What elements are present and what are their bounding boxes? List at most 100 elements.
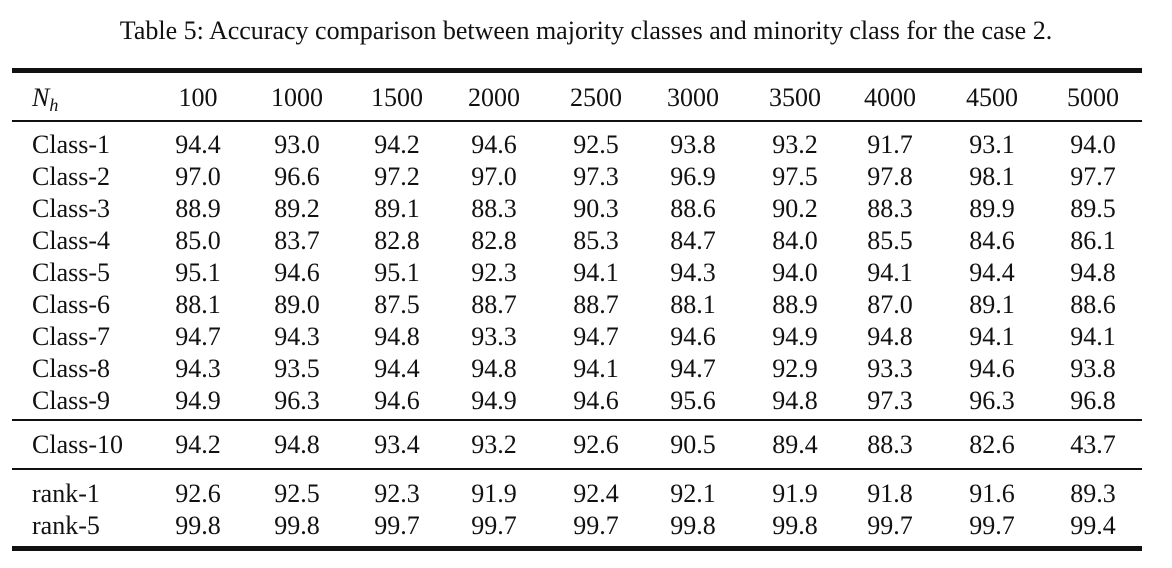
table-cell: 88.3 bbox=[867, 194, 913, 223]
table-cell: 94.6 bbox=[969, 354, 1015, 383]
column-header: 4000 bbox=[864, 83, 916, 112]
table-cell: 92.3 bbox=[374, 479, 420, 508]
table-cell: 97.2 bbox=[374, 162, 420, 191]
table-cell: 88.7 bbox=[471, 290, 517, 319]
table-cell: 89.5 bbox=[1070, 194, 1116, 223]
table-cell: 99.4 bbox=[1070, 511, 1116, 540]
table-cell: 93.2 bbox=[471, 430, 517, 459]
table-cell: 94.3 bbox=[274, 322, 320, 351]
row-label: Class-3 bbox=[32, 194, 110, 223]
table-cell: 89.0 bbox=[274, 290, 320, 319]
row-label: Class-5 bbox=[32, 258, 110, 287]
row-label: Class-10 bbox=[32, 430, 123, 459]
table-cell: 84.0 bbox=[772, 226, 818, 255]
table-cell: 93.5 bbox=[274, 354, 320, 383]
table-cell: 92.5 bbox=[274, 479, 320, 508]
table-cell: 82.8 bbox=[471, 226, 517, 255]
table-cell: 93.3 bbox=[867, 354, 913, 383]
table-cell: 91.9 bbox=[471, 479, 517, 508]
table-cell: 99.7 bbox=[374, 511, 420, 540]
table-cell: 91.9 bbox=[772, 479, 818, 508]
table-cell: 94.1 bbox=[867, 258, 913, 287]
table-cell: 94.4 bbox=[175, 130, 221, 159]
table-cell: 88.1 bbox=[670, 290, 716, 319]
row-label: Class-9 bbox=[32, 386, 110, 415]
table-cell: 96.3 bbox=[274, 386, 320, 415]
column-header: 2000 bbox=[468, 83, 520, 112]
table-cell: 93.2 bbox=[772, 130, 818, 159]
table-cell: 91.8 bbox=[867, 479, 913, 508]
table-cell: 99.7 bbox=[969, 511, 1015, 540]
table-cell: 90.3 bbox=[573, 194, 619, 223]
table-row: Class-1 94.4 93.0 94.2 94.6 92.5 93.8 93.2 91.7 9… bbox=[0, 128, 1172, 162]
table-cell: 88.6 bbox=[1070, 290, 1116, 319]
table-cell: 92.5 bbox=[573, 130, 619, 159]
table-row: Class-3 88.9 89.2 89.1 88.3 90.3 88.6 90.2 88.3 8… bbox=[0, 192, 1172, 226]
table-row: rank-5 99.8 99.8 99.7 99.7 99.7 99.8 99.8 99.7 99… bbox=[0, 509, 1172, 543]
table-cell: 91.6 bbox=[969, 479, 1015, 508]
table-cell: 97.3 bbox=[573, 162, 619, 191]
table-cell: 89.1 bbox=[969, 290, 1015, 319]
table-cell: 93.1 bbox=[969, 130, 1015, 159]
table-row: Class-5 95.1 94.6 95.1 92.3 94.1 94.3 94.0 94.1 9… bbox=[0, 256, 1172, 290]
table-cell: 93.0 bbox=[274, 130, 320, 159]
table-cell: 94.3 bbox=[670, 258, 716, 287]
table-cell: 94.6 bbox=[274, 258, 320, 287]
table-row: Class-8 94.3 93.5 94.4 94.8 94.1 94.7 92.9 93.3 9… bbox=[0, 352, 1172, 386]
table-cell: 85.3 bbox=[573, 226, 619, 255]
table-cell: 91.7 bbox=[867, 130, 913, 159]
table-cell: 94.3 bbox=[175, 354, 221, 383]
table-cell: 82.6 bbox=[969, 430, 1015, 459]
table-cell: 96.3 bbox=[969, 386, 1015, 415]
table-cell: 94.7 bbox=[573, 322, 619, 351]
table-cell: 97.3 bbox=[867, 386, 913, 415]
table-cell: 94.1 bbox=[969, 322, 1015, 351]
bottom-rule bbox=[12, 546, 1142, 551]
table-cell: 95.1 bbox=[175, 258, 221, 287]
table-cell: 89.9 bbox=[969, 194, 1015, 223]
table-cell: 84.6 bbox=[969, 226, 1015, 255]
table-cell: 94.8 bbox=[867, 322, 913, 351]
table-cell: 94.8 bbox=[274, 430, 320, 459]
table-cell: 94.4 bbox=[969, 258, 1015, 287]
table-cell: 85.5 bbox=[867, 226, 913, 255]
table-cell: 94.0 bbox=[772, 258, 818, 287]
table-cell: 99.8 bbox=[274, 511, 320, 540]
table-cell: 92.6 bbox=[175, 479, 221, 508]
table-cell: 98.1 bbox=[969, 162, 1015, 191]
table-cell: 94.2 bbox=[175, 430, 221, 459]
table-cell: 84.7 bbox=[670, 226, 716, 255]
table-cell: 89.1 bbox=[374, 194, 420, 223]
table-cell: 97.0 bbox=[175, 162, 221, 191]
table-cell: 94.6 bbox=[670, 322, 716, 351]
column-header: 3000 bbox=[667, 83, 719, 112]
table-cell: 97.5 bbox=[772, 162, 818, 191]
table-cell: 94.9 bbox=[471, 386, 517, 415]
table-cell: 88.9 bbox=[772, 290, 818, 319]
table-cell: 99.7 bbox=[471, 511, 517, 540]
table-row: Class-6 88.1 89.0 87.5 88.7 88.7 88.1 88.9 87.0 8… bbox=[0, 288, 1172, 322]
row-label: Class-1 bbox=[32, 130, 110, 159]
table-cell: 94.1 bbox=[573, 354, 619, 383]
row-label: rank-5 bbox=[32, 511, 100, 540]
row-label: Class-6 bbox=[32, 290, 110, 319]
table-cell: 90.5 bbox=[670, 430, 716, 459]
table-cell: 85.0 bbox=[175, 226, 221, 255]
table-cell: 87.0 bbox=[867, 290, 913, 319]
table-cell: 99.8 bbox=[772, 511, 818, 540]
table-cell: 94.9 bbox=[175, 386, 221, 415]
rank-top-rule bbox=[12, 468, 1142, 470]
row-label: Class-4 bbox=[32, 226, 110, 255]
column-header: 4500 bbox=[966, 83, 1018, 112]
header-rule bbox=[12, 120, 1142, 122]
table-cell: 96.6 bbox=[274, 162, 320, 191]
nh-symbol: N bbox=[32, 83, 50, 112]
table-row: rank-1 92.6 92.5 92.3 91.9 92.4 92.1 91.9 91.8 91… bbox=[0, 477, 1172, 511]
table-cell: 94.8 bbox=[1070, 258, 1116, 287]
table-cell: 93.8 bbox=[1070, 354, 1116, 383]
table-cell: 94.4 bbox=[374, 354, 420, 383]
table-cell: 99.7 bbox=[573, 511, 619, 540]
table-cell: 97.8 bbox=[867, 162, 913, 191]
table-row: Class-9 94.9 96.3 94.6 94.9 94.6 95.6 94.8 97.3 9… bbox=[0, 384, 1172, 418]
table-cell: 94.8 bbox=[772, 386, 818, 415]
